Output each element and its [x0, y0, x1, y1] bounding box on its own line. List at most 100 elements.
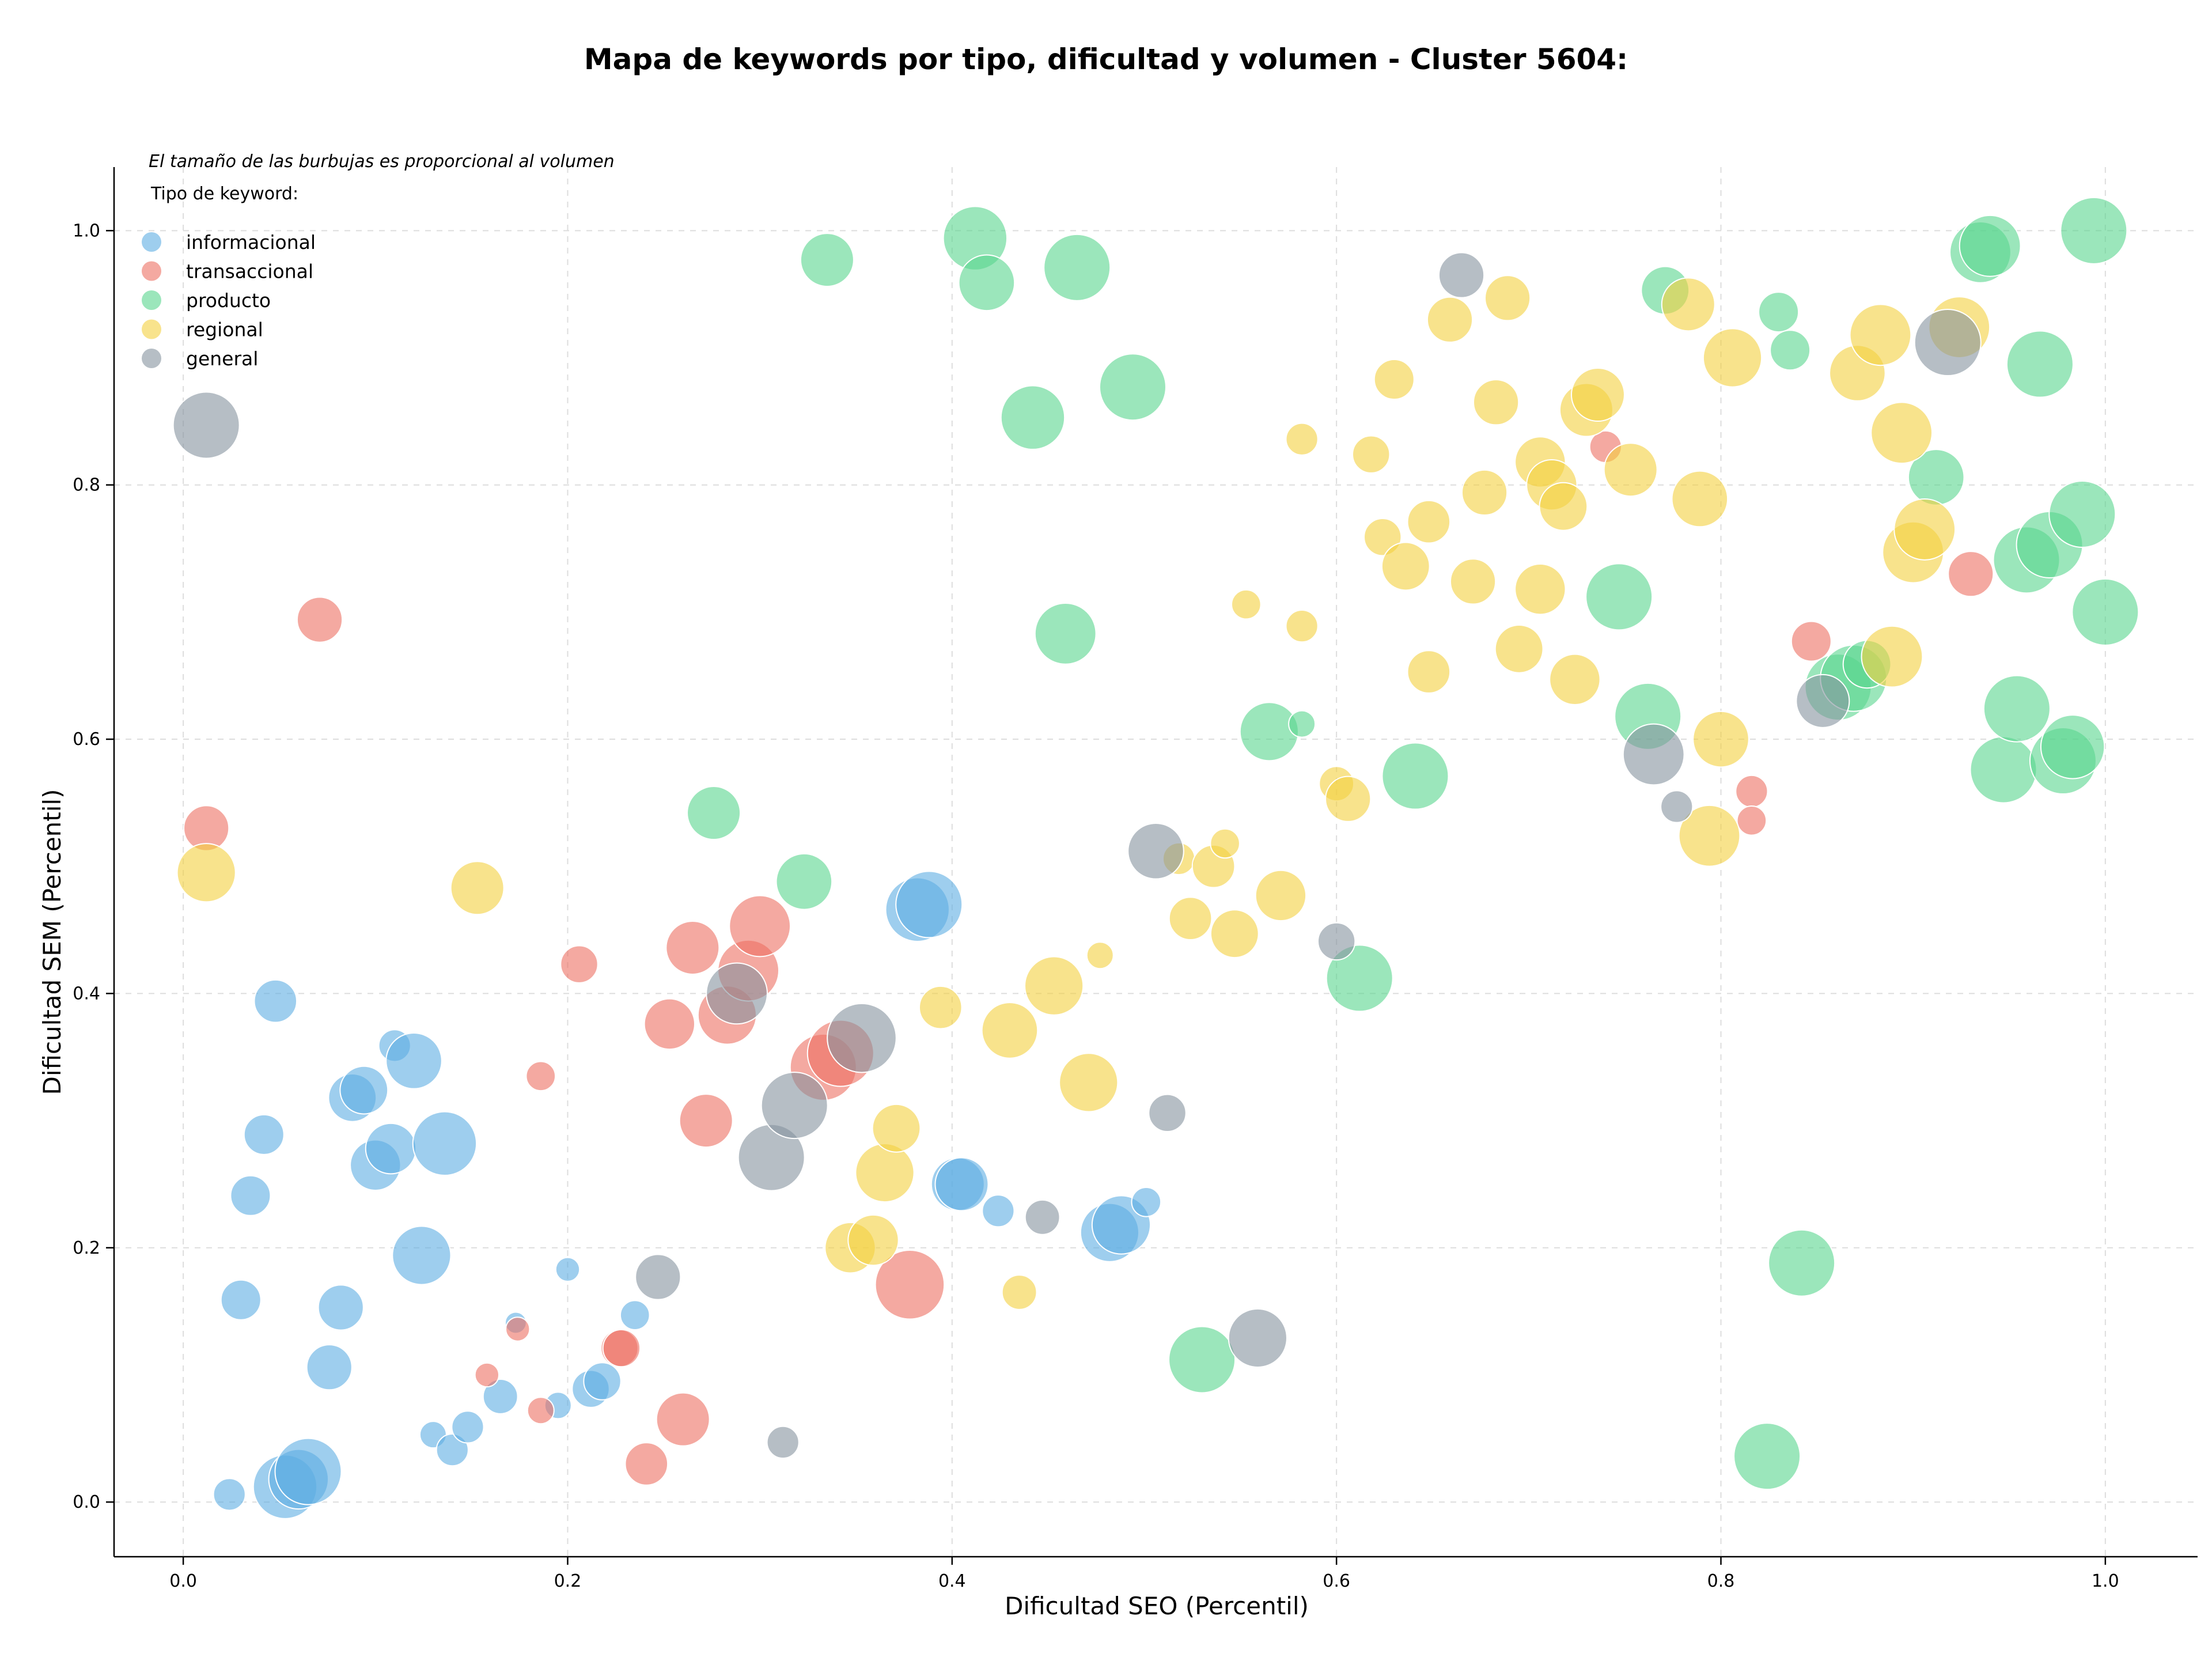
bubble-regional — [1381, 542, 1430, 591]
bubble-regional — [1692, 710, 1749, 768]
legend-marker — [142, 232, 161, 252]
bubble-informacional — [365, 1122, 417, 1175]
bubble-transaccional — [1790, 620, 1832, 662]
legend-item-producto: producto — [142, 289, 271, 312]
bubble-informacional — [392, 1225, 452, 1285]
bubble-general — [1796, 674, 1850, 728]
bubble-general — [766, 1425, 800, 1459]
bubble-informacional — [982, 1194, 1015, 1228]
bubble-regional — [1661, 277, 1715, 332]
bubble-producto — [2006, 330, 2074, 398]
bubble-informacional — [306, 1344, 353, 1391]
x-tick-label: 0.4 — [938, 1571, 966, 1591]
y-tick-label: 0.4 — [73, 983, 100, 1004]
bubble-informacional — [619, 1300, 650, 1331]
bubble-informacional — [583, 1362, 622, 1401]
legend: informacional transaccional producto region… — [142, 231, 316, 370]
y-tick-label: 0.0 — [73, 1492, 100, 1512]
bubble-producto — [1585, 563, 1653, 631]
bubble-informacional — [934, 1157, 989, 1212]
bubble-transaccional — [527, 1397, 555, 1425]
bubble-regional — [872, 1103, 921, 1153]
bubble-transaccional — [560, 945, 599, 983]
x-tick-label: 0.8 — [1707, 1571, 1735, 1591]
x-axis-label: Dificultad SEO (Percentil) — [1005, 1592, 1309, 1620]
bubble-regional — [1494, 624, 1544, 674]
bubble-producto — [1239, 702, 1299, 762]
bubble-informacional — [220, 1279, 262, 1321]
bubble-producto — [1768, 1229, 1836, 1297]
bubble-informacional — [1131, 1187, 1162, 1217]
series-informacional — [213, 871, 1162, 1519]
bubble-producto — [2048, 480, 2116, 548]
bubble-producto — [1969, 736, 2037, 804]
bubble-producto — [1043, 233, 1111, 301]
y-tick-label: 1.0 — [73, 221, 100, 241]
bubble-regional — [1514, 563, 1566, 615]
bubble-producto — [800, 233, 854, 287]
bubble-informacional — [243, 1114, 285, 1155]
bubble-general — [1914, 309, 1982, 377]
bubble-informacional — [385, 1032, 442, 1089]
bubble-producto — [1288, 710, 1316, 738]
bubble-informacional — [895, 871, 963, 939]
bubble-informacional — [435, 1433, 469, 1467]
bubble-regional — [855, 1142, 915, 1203]
y-axis-label: Dificultad SEM (Percentil) — [38, 789, 66, 1095]
bubble-general — [760, 1072, 828, 1140]
series-transaccional — [183, 430, 1994, 1486]
bubble-regional — [1352, 435, 1391, 474]
bubble-producto — [775, 853, 833, 910]
bubble-producto — [1770, 330, 1811, 371]
bubble-informacional — [412, 1111, 478, 1176]
bubble-regional — [1285, 422, 1319, 456]
legend-label: transaccional — [186, 260, 313, 283]
legend-marker — [142, 349, 161, 368]
bubble-producto — [1000, 385, 1066, 450]
x-tick-label: 0.6 — [1323, 1571, 1350, 1591]
chart-subtitle: El tamaño de las burbujas es proporciona… — [149, 152, 615, 172]
bubble-regional — [1285, 610, 1319, 643]
legend-item-regional: regional — [142, 319, 263, 341]
bubble-layer — [172, 196, 2139, 1519]
bubble-general — [827, 1002, 897, 1073]
legend-label: regional — [186, 319, 263, 341]
bubble-regional — [1426, 296, 1474, 343]
bubble-regional — [1255, 869, 1307, 922]
bubble-regional — [918, 985, 963, 1030]
bubble-regional — [1861, 625, 1923, 688]
series-producto — [687, 196, 2139, 1490]
bubble-informacional — [482, 1379, 518, 1414]
bubble-regional — [1373, 359, 1415, 400]
bubble-general — [1660, 790, 1694, 823]
legend-marker — [142, 261, 161, 281]
bubble-transaccional — [474, 1362, 500, 1388]
series-regional — [176, 275, 1991, 1310]
bubble-informacional — [274, 1437, 342, 1505]
bubble-producto — [958, 254, 1016, 312]
bubble-informacional — [339, 1065, 389, 1115]
bubble-informacional — [213, 1478, 246, 1511]
bubble-general — [1228, 1308, 1287, 1368]
bubble-transaccional — [656, 1392, 710, 1447]
bubble-transaccional — [602, 1329, 641, 1368]
bubble-transaccional — [665, 920, 720, 975]
bubble-general — [635, 1254, 681, 1300]
bubble-informacional — [555, 1257, 581, 1282]
bubble-regional — [981, 1002, 1039, 1059]
bubble-regional — [1461, 469, 1508, 516]
bubble-regional — [1539, 482, 1588, 531]
legend-title: Tipo de keyword: — [150, 184, 298, 204]
chart-title: Mapa de keywords por tipo, dificultad y … — [584, 43, 1628, 76]
bubble-producto — [1034, 602, 1097, 665]
bubble-regional — [1484, 275, 1531, 321]
bubble-informacional — [451, 1410, 484, 1444]
legend-label: informacional — [186, 231, 316, 253]
bubble-transaccional — [874, 1249, 945, 1320]
bubble-regional — [1472, 379, 1520, 426]
bubble-producto — [1099, 353, 1166, 421]
bubble-informacional — [230, 1175, 271, 1216]
bubble-regional — [1001, 1274, 1037, 1310]
y-tick-label: 0.8 — [73, 475, 100, 495]
